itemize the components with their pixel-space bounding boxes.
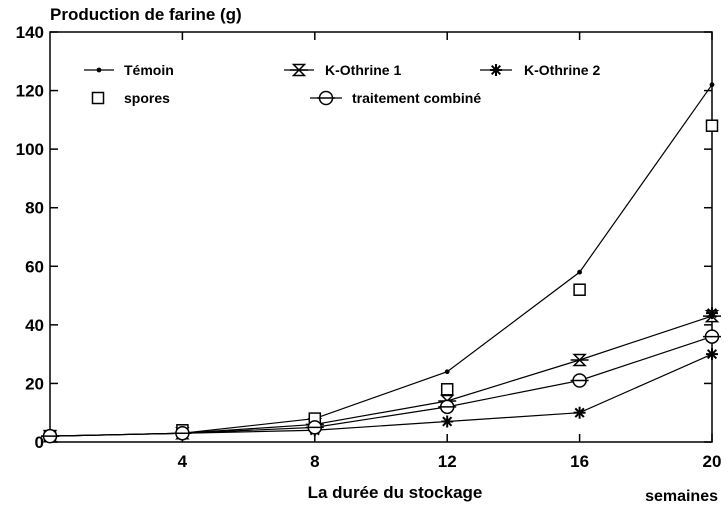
point-temoin-16 (577, 269, 582, 275)
x-tick-label-8: 8 (310, 452, 319, 471)
series-lines (49, 84, 713, 437)
legend-marker-spores (91, 91, 105, 105)
point-k-othrine-2-extra-0 (706, 307, 718, 320)
legend-marker-temoin-shape (96, 67, 102, 73)
point-k-othrine-2-20 (706, 348, 718, 361)
point-traitement-combine-16 (570, 373, 589, 388)
y-tick-label-40: 40 (25, 316, 44, 335)
point-traitement-combine-20 (703, 329, 721, 344)
legend-marker-k-othrine-1 (290, 63, 308, 77)
series-line-k-othrine-1 (49, 315, 713, 437)
legend-item-k-othrine-1: K-Othrine 1 (284, 62, 401, 78)
point-temoin-20-shape (709, 82, 715, 88)
x-tick-label-4: 4 (178, 452, 188, 471)
legend-label-k-othrine-2: K-Othrine 2 (524, 62, 600, 78)
legend-marker-k-othrine-2-d2 (490, 64, 502, 76)
legend-marker-k-othrine-2 (490, 64, 502, 76)
point-temoin-12 (444, 369, 450, 375)
point-spores-12 (440, 383, 454, 396)
series-line-traitement-combine (49, 336, 713, 437)
y-tick-label-120: 120 (16, 82, 44, 101)
point-traitement-combine-0 (41, 428, 59, 444)
point-traitement-combine-8 (305, 420, 324, 435)
x-tick-label-20: 20 (703, 452, 722, 471)
point-k-othrine-1-16 (570, 353, 589, 367)
legend-label-traitement-combine: traitement combiné (352, 90, 481, 106)
point-k-othrine-2-20-d2 (706, 349, 718, 360)
point-temoin-16-shape (577, 269, 582, 275)
legend-item-temoin: Témoin (84, 62, 174, 78)
plot-frame (49, 31, 713, 443)
y-tick-label-100: 100 (16, 140, 44, 159)
point-spores-16-shape (573, 283, 586, 296)
y-tick-label-140: 140 (16, 23, 44, 42)
legend-item-traitement-combine: traitement combiné (310, 90, 481, 106)
x-axis-unit: semaines (645, 488, 718, 505)
point-spores-20-shape (705, 119, 719, 132)
legend-item-spores: spores (91, 90, 170, 106)
point-spores-16 (573, 283, 586, 296)
point-k-othrine-2-16 (573, 406, 586, 419)
x-axis-label: La durée du stockage (308, 483, 483, 502)
y-tick-label-0: 0 (35, 433, 44, 452)
point-k-othrine-2-16-d2 (574, 407, 585, 418)
legend: Témoin K-Othrine 1 K-Othrine 2 spores traite… (84, 62, 600, 106)
legend-marker-traitement-combine (317, 90, 335, 106)
legend-marker-spores-shape (91, 91, 105, 105)
y-tick-label-60: 60 (25, 257, 44, 276)
point-spores-20 (705, 119, 719, 132)
point-spores-12-shape (440, 383, 454, 396)
point-k-othrine-2-extra-0-d2 (706, 308, 718, 319)
y-axis: 0 20 40 60 80 100 120 140 (16, 23, 712, 452)
legend-item-k-othrine-2: K-Othrine 2 (480, 62, 600, 78)
x-axis: 4 8 12 16 20 (178, 32, 722, 471)
point-temoin-20 (709, 82, 715, 88)
point-k-othrine-2-12-d2 (442, 416, 453, 427)
chart-title: Production de farine (g) (50, 5, 242, 24)
point-temoin-12-shape (444, 369, 450, 375)
series-markers (41, 82, 721, 444)
point-traitement-combine-12 (438, 399, 457, 415)
y-tick-label-20: 20 (25, 374, 44, 393)
y-tick-label-80: 80 (25, 199, 44, 218)
legend-marker-temoin (96, 67, 102, 73)
x-tick-label-16: 16 (570, 452, 589, 471)
legend-label-temoin: Témoin (124, 62, 174, 78)
point-k-othrine-2-12 (441, 415, 454, 428)
point-traitement-combine-4 (173, 425, 192, 441)
legend-label-k-othrine-1: K-Othrine 1 (325, 62, 401, 78)
legend-label-spores: spores (124, 90, 170, 106)
x-tick-label-12: 12 (438, 452, 457, 471)
series-line-temoin (49, 84, 713, 437)
